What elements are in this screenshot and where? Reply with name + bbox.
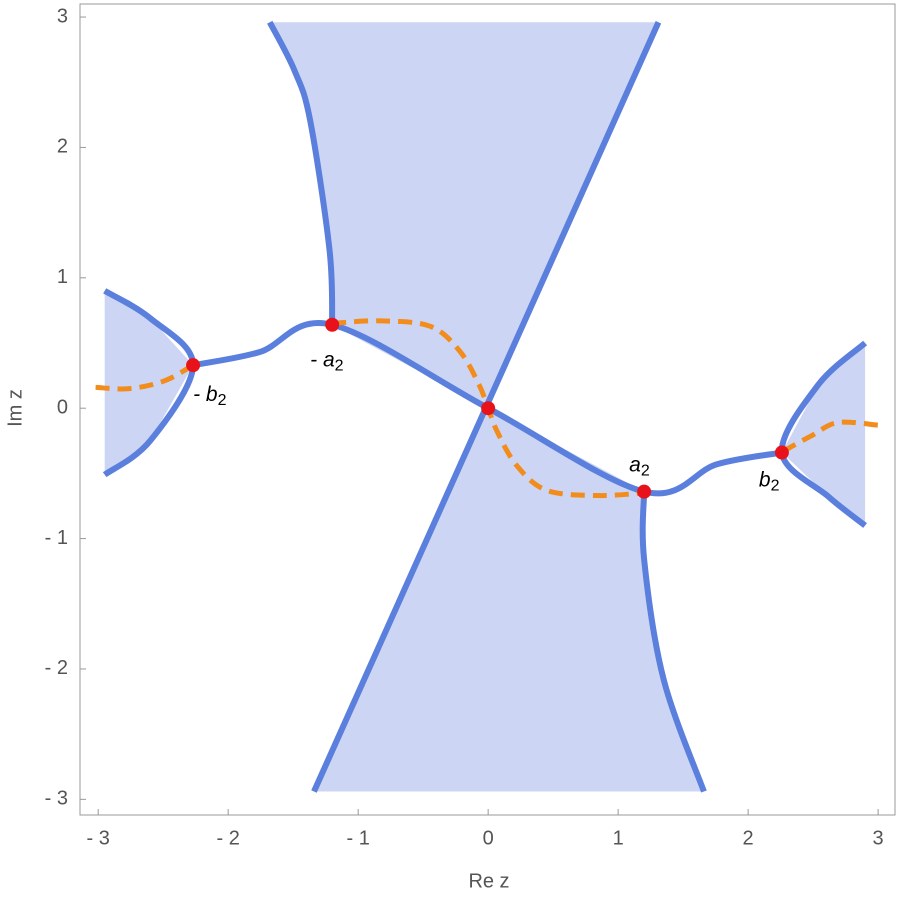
critical-point [637,484,652,499]
shaded-region [269,22,659,409]
shaded-region [781,343,866,526]
critical-point [325,317,340,332]
x-tick-label: - 3 [87,827,110,849]
x-tick-label: 3 [873,827,884,849]
point-label: - b2 [193,383,227,410]
critical-point [481,401,496,416]
shaded-region [104,290,194,475]
y-tick-label: 2 [57,136,68,158]
shaded-region [313,408,704,792]
boundary-curve [639,491,707,793]
x-tick-label: 1 [613,827,624,849]
point-label-subscript: 2 [641,463,650,480]
x-tick-label: 2 [743,827,754,849]
y-tick-label: 3 [57,5,68,27]
y-tick-label: 0 [57,396,68,418]
plot-frame [79,3,896,816]
point-label: a2 [629,453,650,480]
y-tick-label: - 2 [45,657,68,679]
point-label-subscript: 2 [771,478,780,495]
point-label: b2 [759,468,780,495]
y-axis-label: Im z [4,389,26,427]
point-label-text: - a [310,348,335,371]
y-tick-label: 1 [57,266,68,288]
point-label-subscript: 2 [218,392,227,409]
point-label-subscript: 2 [335,358,344,375]
point-label-text: a [629,453,641,476]
boundary-curve [267,20,336,325]
critical-point [774,445,789,460]
point-label-text: - b [193,383,218,406]
point-label-text: b [759,468,771,491]
x-tick-label: - 2 [217,827,240,849]
y-tick-label: - 3 [45,788,68,810]
point-label: - a2 [310,348,344,375]
critical-point [186,358,201,373]
x-tick-label: - 1 [346,827,369,849]
y-tick-label: - 1 [45,527,68,549]
x-tick-label: 0 [483,827,494,849]
x-axis-label: Re z [468,870,509,892]
